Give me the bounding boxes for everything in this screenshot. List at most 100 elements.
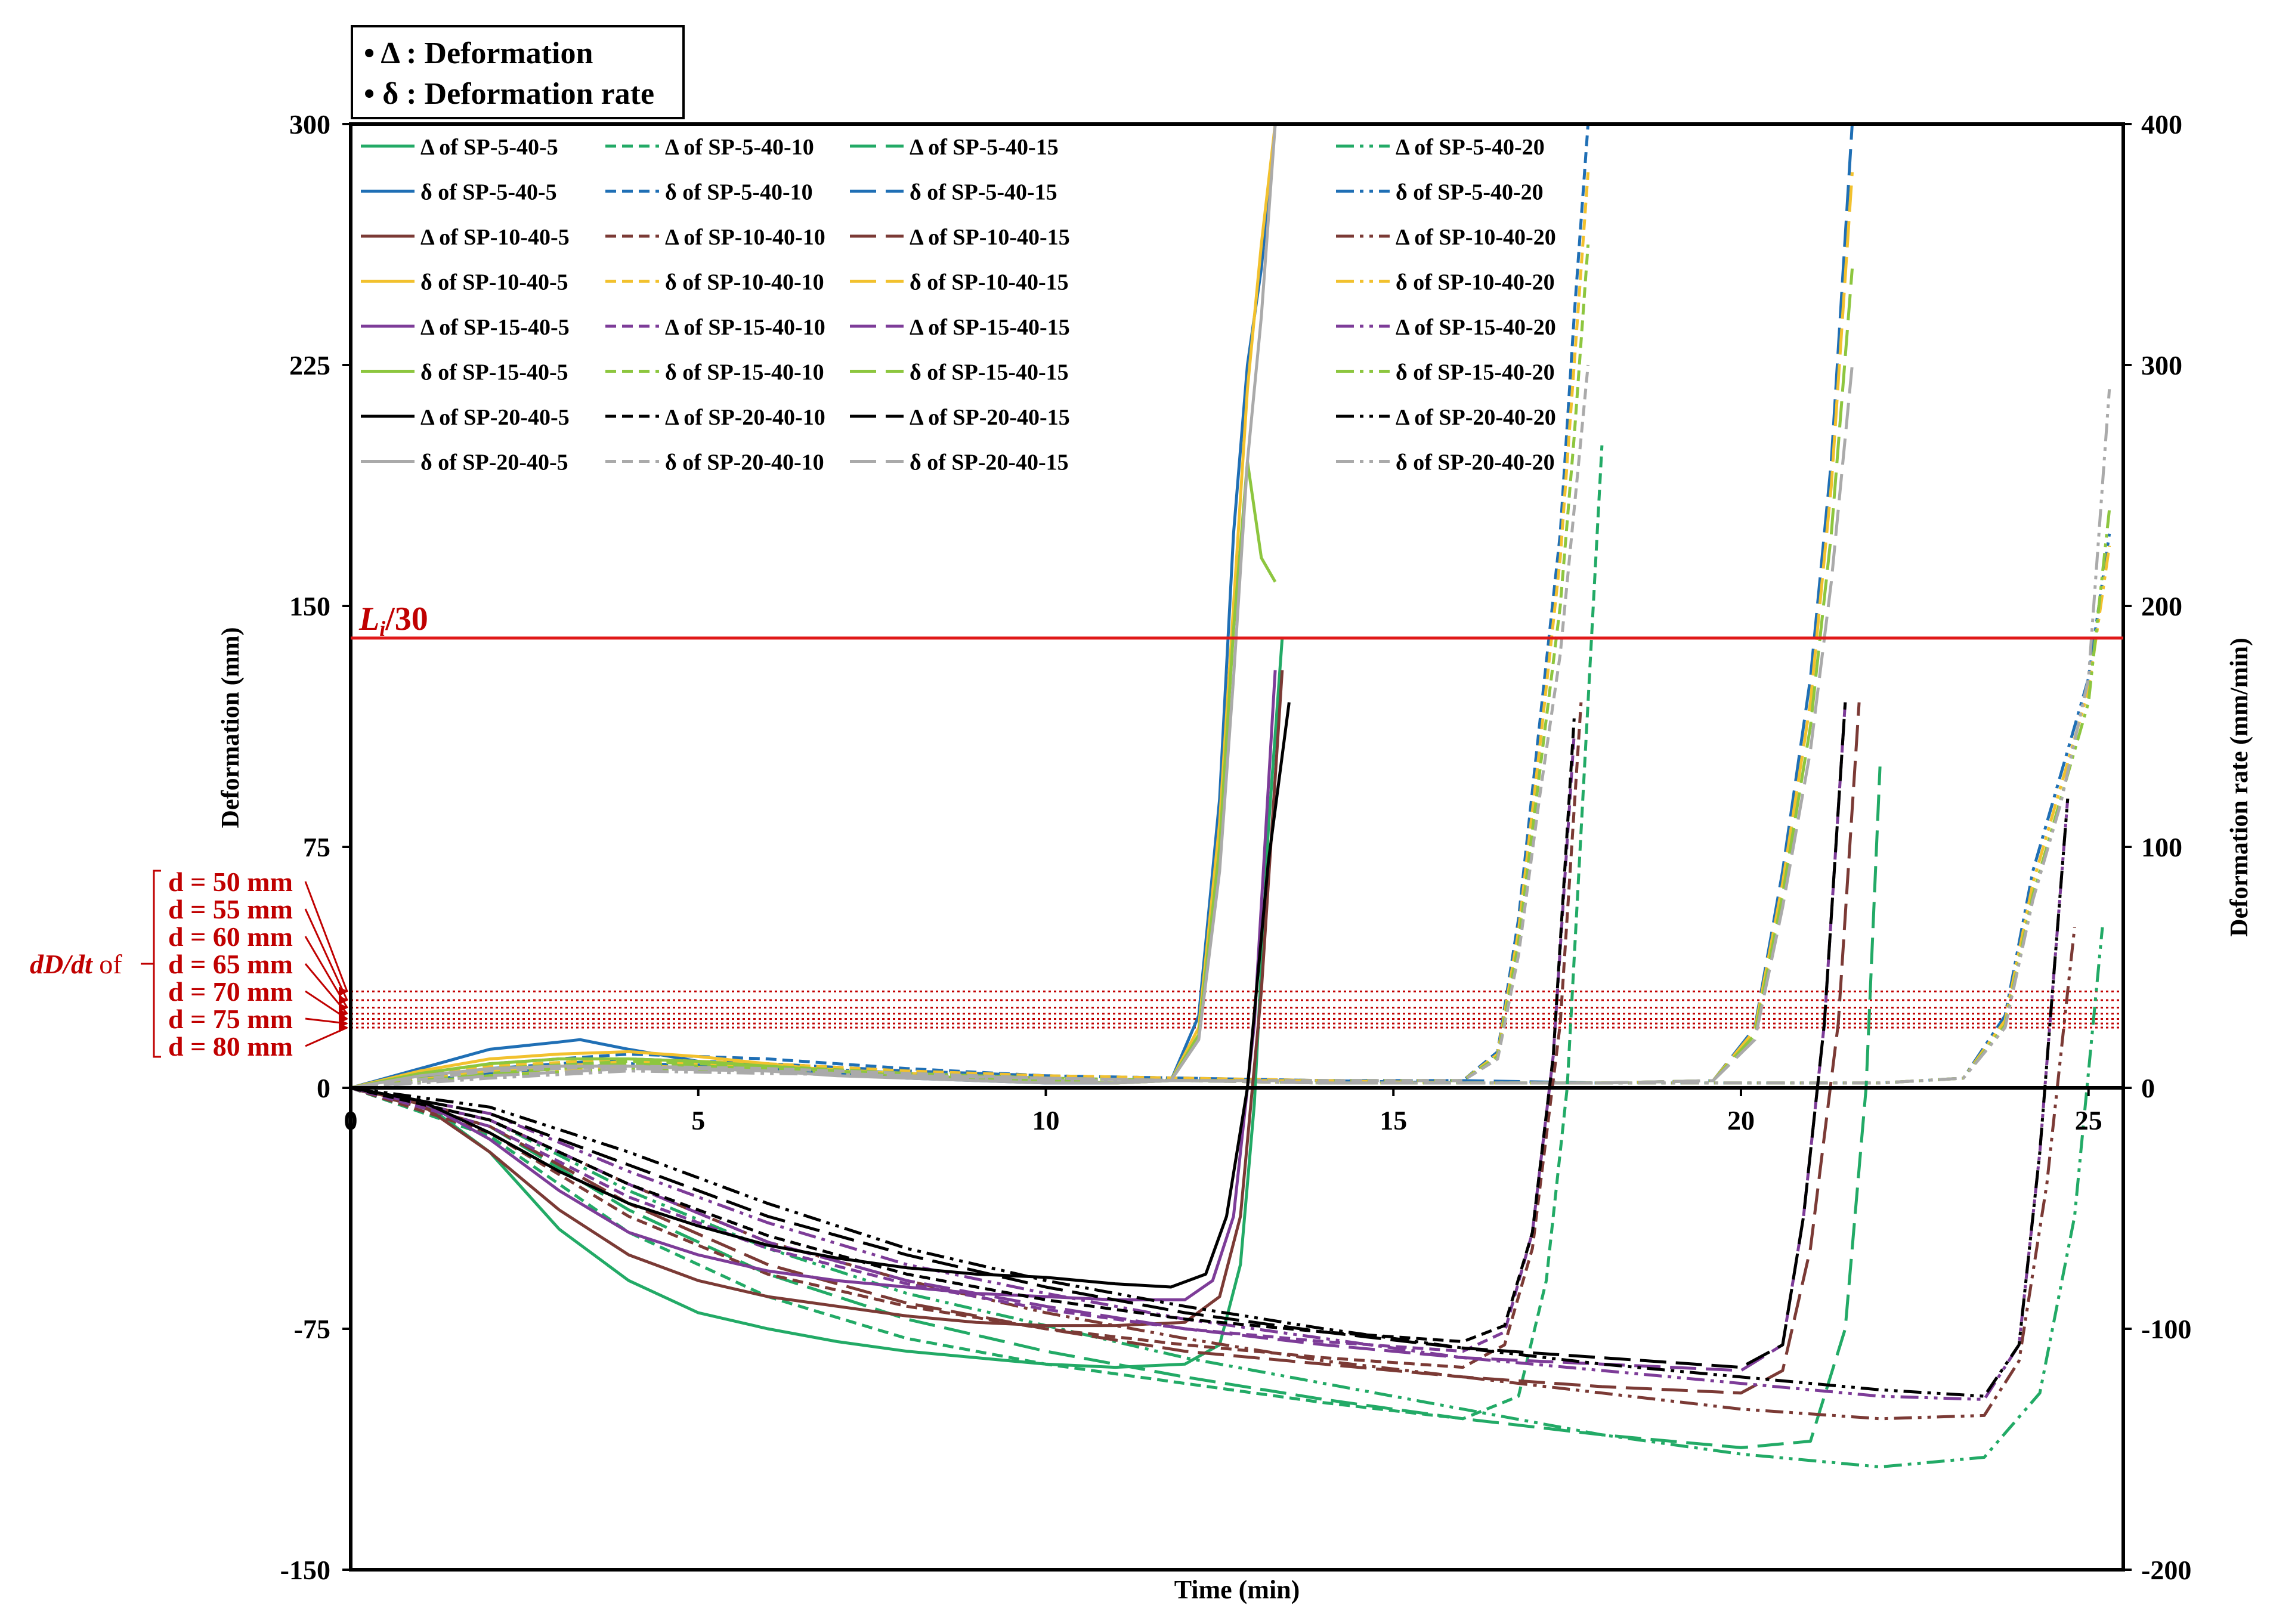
note-deformation-rate: • δ : Deformation rate (364, 77, 655, 111)
legend-label-2-2: Δ of SP-10-40-15 (910, 225, 1070, 250)
legend-label-1-2: δ of SP-5-40-15 (910, 180, 1057, 205)
y-left-tick-label-3: 75 (303, 832, 330, 862)
rate-limit-arrow-0 (304, 881, 348, 992)
rate-series-4 (351, 124, 1277, 1090)
legend-label-5-1: δ of SP-15-40-10 (665, 360, 824, 385)
legend-label-6-1: Δ of SP-20-40-10 (665, 405, 825, 430)
legend-label-1-3: δ of SP-5-40-20 (1396, 180, 1544, 205)
y-left-tick-label-0: -150 (280, 1555, 330, 1585)
legend-label-7-3: δ of SP-20-40-20 (1396, 450, 1555, 475)
deformation-series-5 (351, 702, 1583, 1369)
y-right-tick-label-5: 300 (2141, 350, 2182, 381)
rate-limit-label-3: d = 65 mm (168, 949, 293, 979)
legend-label-7-1: δ of SP-20-40-10 (665, 450, 824, 475)
rate-limit-label-2: d = 60 mm (168, 921, 293, 952)
legend-label-3-1: δ of SP-10-40-10 (665, 270, 824, 295)
rate-series-2 (351, 124, 1854, 1090)
rate-limit-label-4: d = 70 mm (168, 976, 293, 1007)
annotations: Li/30 dD/dt of d = 50 mmd = 55 mmd = 60 mm… (30, 601, 2123, 1062)
legend-label-4-0: Δ of SP-15-40-5 (420, 315, 570, 340)
definition-note-box: • Δ : Deformation • δ : Deformation rate (351, 25, 685, 119)
legend-label-5-3: δ of SP-15-40-20 (1396, 360, 1555, 385)
legend-label-2-0: Δ of SP-10-40-5 (420, 225, 570, 250)
legend-label-3-2: δ of SP-10-40-15 (910, 270, 1069, 295)
x-tick-label-4: 20 (1727, 1105, 1755, 1136)
y-left-tick-label-6: 300 (289, 109, 330, 140)
rate-series-12 (351, 124, 1277, 1090)
x-tick-label-1: 5 (691, 1105, 705, 1136)
rate-series-1 (351, 124, 1590, 1090)
y-right-tick-label-1: -100 (2141, 1314, 2191, 1344)
rate-limit-label-0: d = 50 mm (168, 867, 293, 897)
deformation-series-2 (351, 766, 1882, 1449)
deformation-series-12 (351, 702, 1291, 1289)
legend-label-2-3: Δ of SP-10-40-20 (1396, 225, 1556, 250)
note-deformation: • Δ : Deformation (364, 36, 593, 70)
rate-limit-arrowhead-6 (339, 1023, 348, 1032)
deformation-series-9 (351, 734, 1576, 1353)
legend-label-6-2: Δ of SP-20-40-15 (910, 405, 1070, 430)
legend-label-3-3: δ of SP-10-40-20 (1396, 270, 1555, 295)
rate-limit-label-5: d = 75 mm (168, 1004, 293, 1034)
y-right-tick-label-3: 100 (2141, 832, 2182, 862)
x-tick-label-0: 0 (344, 1105, 358, 1136)
y-axis-right-title: Deformation rate (mm/min) (2226, 638, 2253, 937)
deformation-series-6 (351, 702, 1861, 1395)
deformation-series-8 (351, 670, 1277, 1301)
legend-label-5-0: δ of SP-15-40-5 (420, 360, 568, 385)
rate-limit-prefix: dD/dt of (30, 949, 122, 979)
plot-frame (349, 122, 2125, 1572)
rate-limit-arrow-2 (304, 936, 348, 1009)
legend-label-7-0: δ of SP-20-40-5 (420, 450, 568, 475)
legend-label-1-0: δ of SP-5-40-5 (420, 180, 557, 205)
rate-series-13 (351, 364, 1590, 1090)
rate-series-6 (351, 172, 1854, 1090)
y-right-tick-label-4: 200 (2141, 591, 2182, 621)
legend-label-0-0: Δ of SP-5-40-5 (420, 135, 558, 160)
x-axis-title: Time (min) (1174, 1575, 1300, 1604)
deformation-series-11 (351, 799, 2070, 1401)
rate-limit-arrow-3 (304, 963, 348, 1014)
deformation-series-1 (351, 445, 1604, 1421)
legend-label-5-2: δ of SP-15-40-15 (910, 360, 1069, 385)
deformation-series-14 (351, 702, 1847, 1369)
deformation-series-0 (351, 638, 1284, 1369)
rate-limit-brace (153, 870, 161, 1058)
rate-limit-arrow-4 (305, 990, 348, 1020)
y-axis-left-title: Deformation (mm) (217, 627, 245, 828)
axes-layer: 0 5 10 15 20 25 -150 -75 0 75 150 225 300 -200 -100 0 10… (280, 109, 2192, 1585)
y-left-tick-label-2: 0 (317, 1073, 330, 1103)
deformation-series-7 (351, 927, 2076, 1421)
legend-label-0-1: Δ of SP-5-40-10 (665, 135, 814, 160)
y-left-tick-label-1: -75 (294, 1314, 330, 1344)
y-right-tick-label-2: 0 (2141, 1073, 2155, 1103)
deformation-series-10 (351, 702, 1847, 1372)
x-tick-label-3: 15 (1380, 1105, 1407, 1136)
rate-limit-label-1: d = 55 mm (168, 894, 293, 924)
legend-label-1-1: δ of SP-5-40-10 (665, 180, 813, 205)
legend-label-2-1: Δ of SP-10-40-10 (665, 225, 825, 250)
y-left-tick-label-5: 225 (289, 350, 330, 381)
deformation-series-13 (351, 718, 1576, 1343)
x-tick-label-2: 10 (1032, 1105, 1059, 1136)
rate-series-5 (351, 172, 1590, 1090)
deformation-series-3 (351, 927, 2104, 1469)
rate-limit-label-6: d = 80 mm (168, 1031, 293, 1062)
rate-limit-arrow-1 (304, 908, 348, 1001)
rate-series-8 (351, 460, 1277, 1090)
rate-limit-lines (351, 990, 2123, 1029)
y-left-tick-label-4: 150 (289, 591, 330, 621)
limit-line-label: Li/30 (358, 601, 428, 641)
y-right-tick-label-0: -200 (2141, 1555, 2191, 1585)
legend-label-6-0: Δ of SP-20-40-5 (420, 405, 570, 430)
legend: Δ of SP-5-40-5 Δ of SP-5-40-10 Δ of SP-5-4… (361, 135, 1556, 475)
legend-label-4-1: Δ of SP-15-40-10 (665, 315, 825, 340)
legend-label-3-0: δ of SP-10-40-5 (420, 270, 568, 295)
series-layer (351, 124, 2111, 1469)
legend-label-7-2: δ of SP-20-40-15 (910, 450, 1069, 475)
rate-series-14 (351, 364, 1854, 1090)
rate-series-10 (351, 268, 1854, 1090)
legend-label-4-3: Δ of SP-15-40-20 (1396, 315, 1556, 340)
deformation-series-4 (351, 670, 1284, 1328)
